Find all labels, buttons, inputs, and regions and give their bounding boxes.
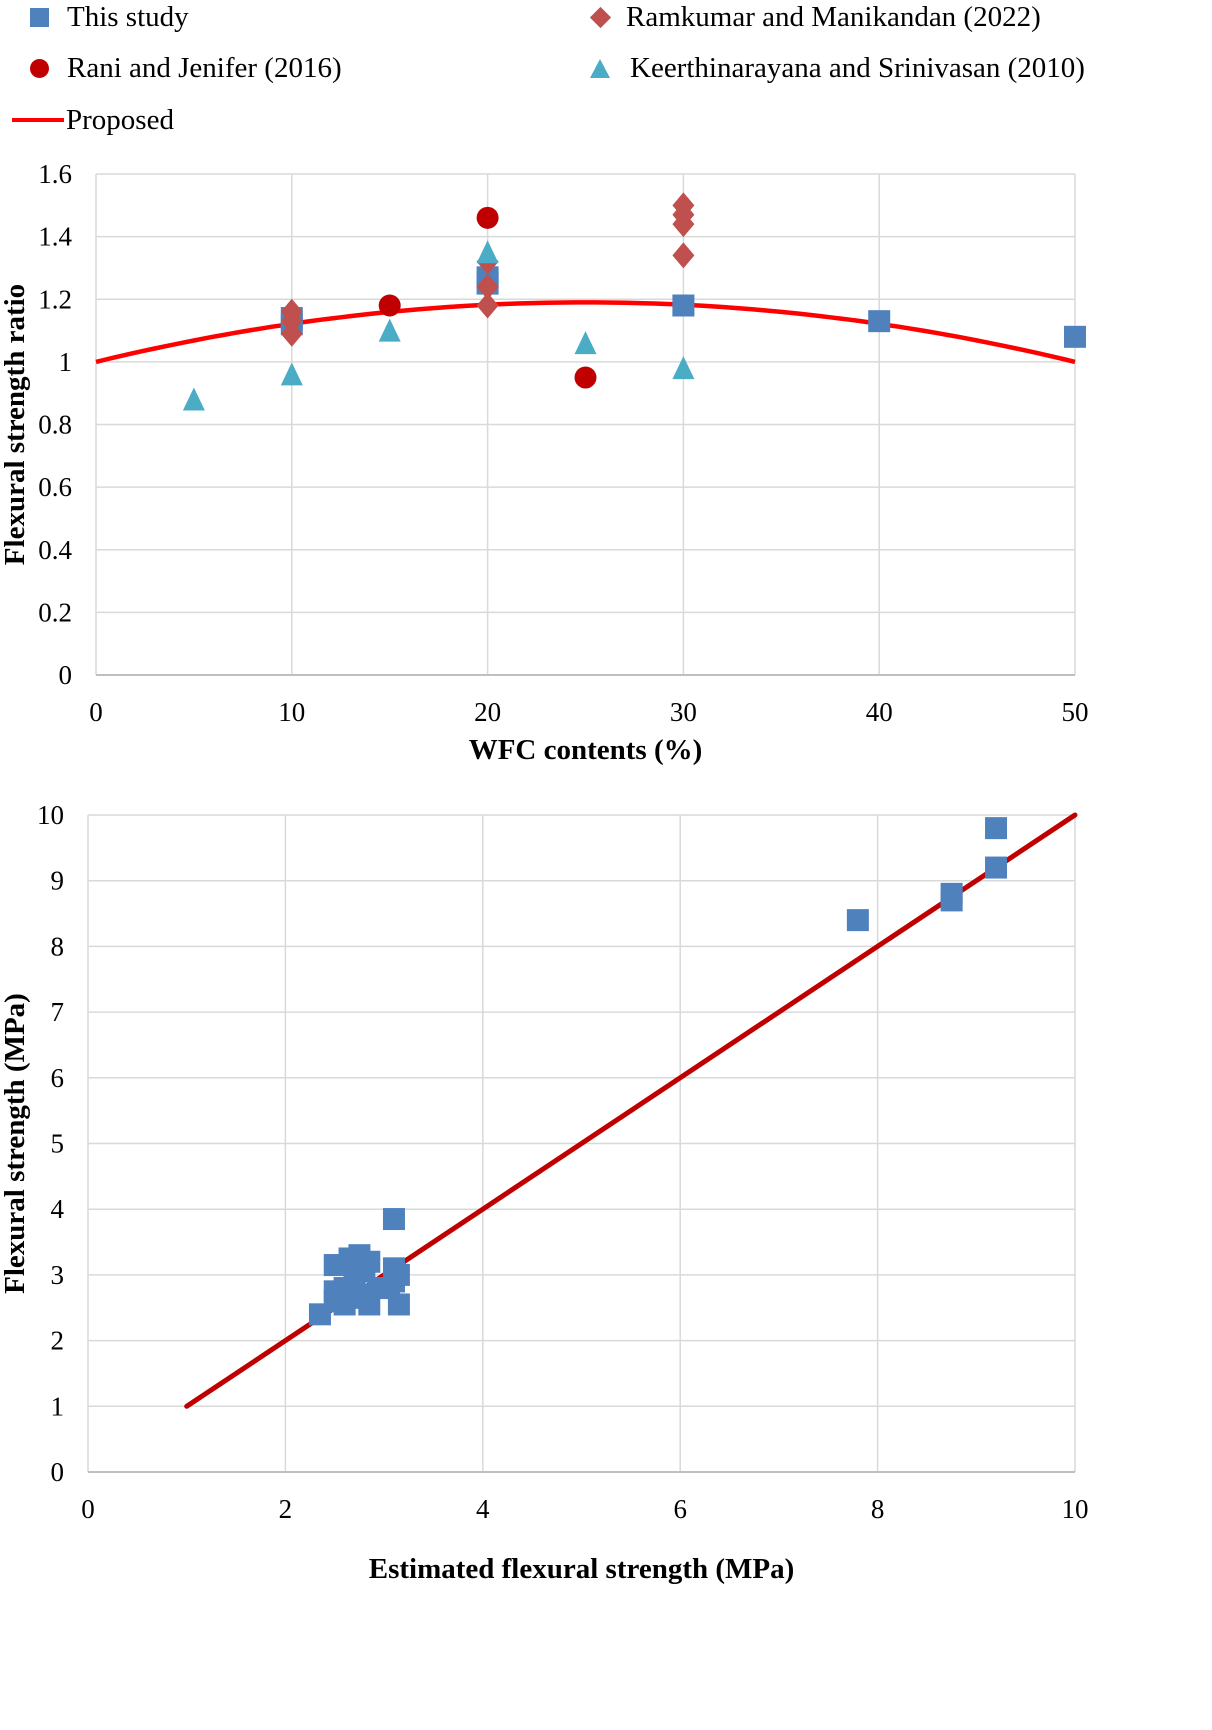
- y-tick-label: 1: [59, 347, 73, 377]
- circle-point: [378, 294, 401, 317]
- y-tick-label: 6: [51, 1063, 65, 1093]
- legend-label: Ramkumar and Manikandan (2022): [626, 0, 1041, 33]
- legend-label: This study: [67, 0, 189, 33]
- diamond-point: [280, 320, 303, 347]
- x-tick-label: 6: [673, 1494, 687, 1524]
- y-tick-label: 3: [51, 1260, 65, 1290]
- y-axis-title: Flexural strength (MPa): [0, 993, 31, 1294]
- square-point: [868, 310, 891, 333]
- y-tick-label: 7: [51, 997, 65, 1027]
- line-marker-icon: [12, 118, 64, 122]
- circle-point: [574, 366, 597, 389]
- x-tick-label: 0: [81, 1494, 95, 1524]
- triangle-point: [476, 240, 499, 264]
- square-point: [985, 856, 1008, 879]
- y-tick-label: 0.4: [38, 535, 72, 565]
- square-marker-icon: [30, 7, 49, 27]
- x-tick-label: 10: [278, 697, 305, 727]
- triangle-point: [182, 387, 205, 411]
- triangle-marker-icon: [590, 58, 610, 78]
- x-tick-label: 20: [474, 697, 501, 727]
- x-tick-label: 0: [89, 697, 103, 727]
- legend-label: Proposed: [66, 103, 174, 136]
- circle-point: [476, 206, 499, 229]
- square-point: [940, 882, 963, 905]
- square-point: [382, 1208, 405, 1231]
- y-tick-label: 9: [51, 866, 65, 896]
- x-axis-title: WFC contents (%): [469, 734, 703, 766]
- triangle-point: [280, 362, 303, 386]
- x-axis-title: Estimated flexural strength (MPa): [369, 1553, 795, 1585]
- triangle-point: [378, 318, 401, 342]
- y-tick-label: 1.6: [38, 159, 72, 189]
- y-tick-label: 0.6: [38, 472, 72, 502]
- x-tick-label: 40: [866, 697, 893, 727]
- y-tick-label: 0.2: [38, 597, 72, 627]
- y-tick-label: 0: [51, 1457, 65, 1487]
- legend-item-proposed: Proposed: [12, 103, 174, 137]
- x-tick-label: 4: [476, 1494, 490, 1524]
- legend-item-keerthinarayana: Keerthinarayana and Srinivasan (2010): [590, 51, 1085, 85]
- y-tick-label: 4: [51, 1194, 65, 1224]
- y-axis-title: Flexural strength ratio: [0, 284, 31, 565]
- y-tick-label: 2: [51, 1326, 65, 1356]
- legend-item-ramkumar: Ramkumar and Manikandan (2022): [589, 0, 1041, 34]
- y-tick-label: 1: [51, 1391, 65, 1421]
- square-point: [358, 1250, 381, 1273]
- x-tick-label: 8: [871, 1494, 885, 1524]
- y-tick-label: 5: [51, 1129, 65, 1159]
- legend-label: Rani and Jenifer (2016): [67, 51, 342, 84]
- x-tick-label: 30: [670, 697, 697, 727]
- y-tick-label: 10: [37, 800, 64, 830]
- chart-legend: This study Ramkumar and Manikandan (2022…: [0, 0, 1212, 150]
- circle-marker-icon: [30, 58, 49, 78]
- square-point: [1064, 325, 1086, 348]
- diamond-point: [672, 211, 695, 238]
- x-tick-label: 50: [1062, 697, 1089, 727]
- y-tick-label: 8: [51, 931, 65, 961]
- square-point: [985, 817, 1008, 840]
- ratio-chart: 0 10 20 30 40 50 0 0.2 0.4 0.6 0.8 1 1.2 1.4 1.6 WFC co…: [0, 159, 1089, 766]
- square-point: [846, 909, 869, 932]
- triangle-point: [672, 356, 695, 380]
- diamond-point: [672, 242, 695, 269]
- square-point: [387, 1293, 410, 1316]
- square-point: [672, 294, 695, 317]
- y-tick-label: 0.8: [38, 410, 72, 440]
- x-tick-label: 10: [1062, 1494, 1089, 1524]
- legend-item-rani: Rani and Jenifer (2016): [30, 51, 342, 85]
- x-tick-label: 2: [279, 1494, 293, 1524]
- y-tick-label: 1.4: [38, 222, 72, 252]
- diamond-point: [476, 273, 499, 300]
- strength-comparison-chart: 0 2 4 6 8 10 0 1 2 3 4 5 6 7 8 9 10 Estimated flexural st…: [0, 800, 1089, 1585]
- square-point: [387, 1263, 410, 1286]
- y-tick-label: 1.2: [38, 284, 72, 314]
- proposed-curve: [95, 300, 1076, 365]
- y-tick-label: 0: [59, 660, 73, 690]
- legend-item-this-study: This study: [30, 0, 189, 34]
- diamond-point: [476, 292, 499, 319]
- legend-label: Keerthinarayana and Srinivasan (2010): [630, 51, 1085, 84]
- triangle-point: [574, 331, 597, 355]
